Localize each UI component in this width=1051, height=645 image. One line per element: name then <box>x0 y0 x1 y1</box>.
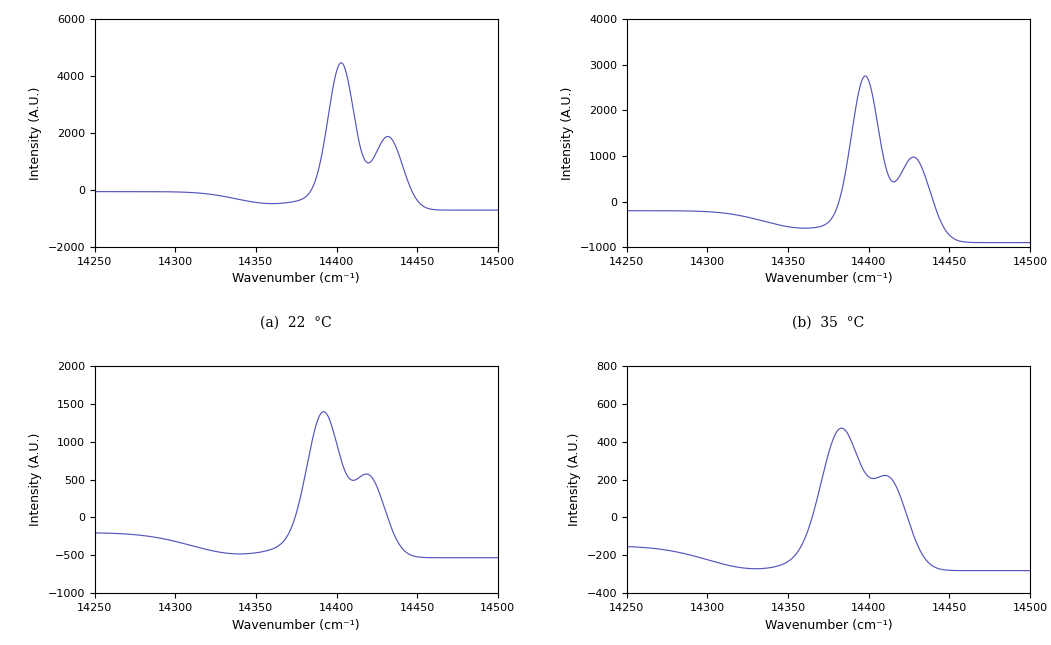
X-axis label: Wavenumber (cm⁻¹): Wavenumber (cm⁻¹) <box>764 272 892 286</box>
X-axis label: Wavenumber (cm⁻¹): Wavenumber (cm⁻¹) <box>232 619 360 631</box>
Y-axis label: Intensity (A.U.): Intensity (A.U.) <box>29 433 42 526</box>
X-axis label: Wavenumber (cm⁻¹): Wavenumber (cm⁻¹) <box>764 619 892 631</box>
Text: (a)  22  °C: (a) 22 °C <box>261 315 332 330</box>
X-axis label: Wavenumber (cm⁻¹): Wavenumber (cm⁻¹) <box>232 272 360 286</box>
Text: (b)  35  °C: (b) 35 °C <box>792 315 865 330</box>
Y-axis label: Intensity (A.U.): Intensity (A.U.) <box>561 86 574 180</box>
Y-axis label: Intensity (A.U.): Intensity (A.U.) <box>28 86 42 180</box>
Y-axis label: Intensity (A.U.): Intensity (A.U.) <box>568 433 581 526</box>
